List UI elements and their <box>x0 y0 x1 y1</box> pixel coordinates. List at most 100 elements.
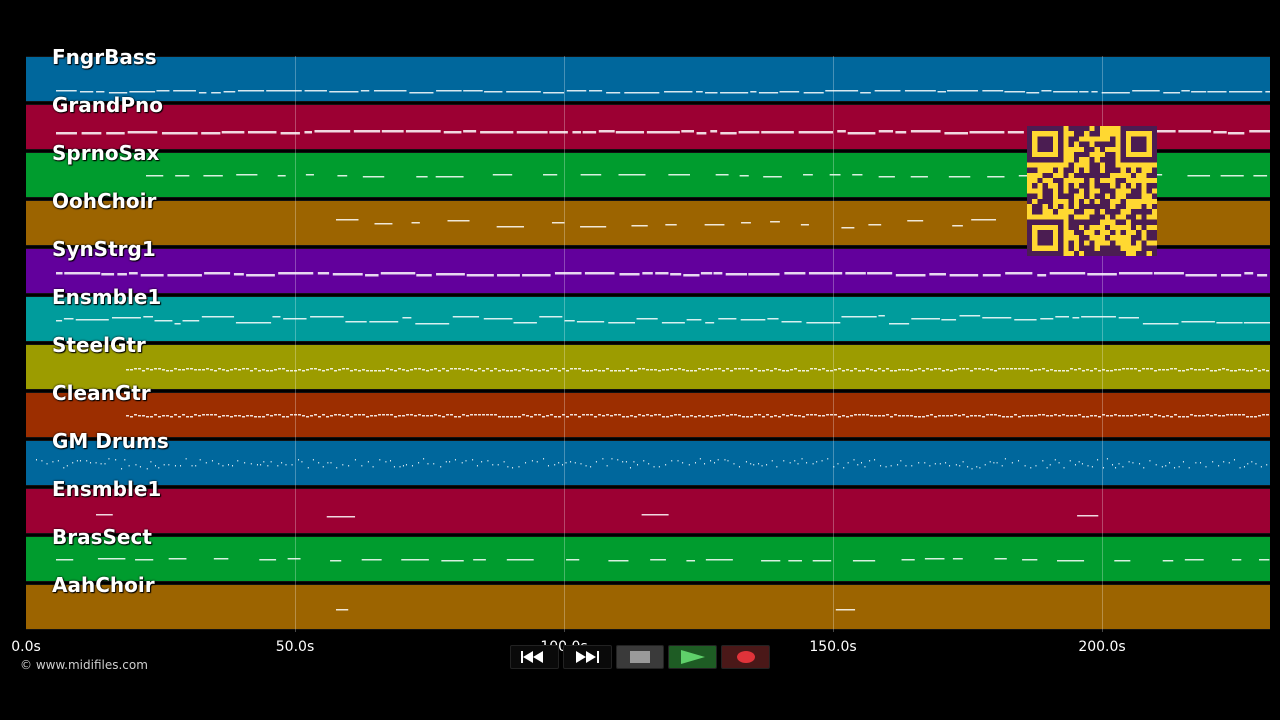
note <box>847 132 876 135</box>
note <box>1154 414 1157 416</box>
note <box>942 370 945 372</box>
note <box>386 368 389 370</box>
note <box>761 131 794 134</box>
note <box>1082 370 1085 372</box>
note <box>418 368 421 370</box>
note <box>934 416 937 418</box>
note <box>610 415 613 417</box>
play-button[interactable] <box>668 645 718 669</box>
track-label: GrandPno <box>52 93 163 117</box>
note <box>1055 316 1069 318</box>
note <box>379 459 381 461</box>
note <box>434 414 437 416</box>
note <box>393 466 395 468</box>
note <box>724 459 726 461</box>
note <box>135 559 154 561</box>
note <box>204 272 231 275</box>
note <box>720 132 737 135</box>
note <box>327 462 329 464</box>
note <box>634 416 637 418</box>
note <box>758 370 761 372</box>
note <box>406 414 409 416</box>
fast-forward-button[interactable] <box>562 645 612 669</box>
note <box>398 368 401 370</box>
note <box>386 414 389 416</box>
note <box>962 368 965 370</box>
record-button[interactable] <box>721 645 770 669</box>
note <box>945 462 947 464</box>
note <box>862 370 865 372</box>
note <box>1081 463 1083 465</box>
note <box>330 560 342 562</box>
note <box>810 368 813 370</box>
note <box>486 368 489 370</box>
note <box>969 131 1005 134</box>
note <box>998 368 1001 370</box>
note <box>585 465 587 467</box>
note <box>971 468 973 470</box>
note <box>370 415 373 417</box>
note <box>1054 459 1056 461</box>
note <box>868 224 882 226</box>
note <box>962 414 965 416</box>
note <box>358 414 361 416</box>
note <box>538 370 541 372</box>
note <box>622 416 625 418</box>
note <box>989 461 991 463</box>
note <box>794 460 796 462</box>
note <box>830 414 833 416</box>
note <box>57 460 59 462</box>
note <box>690 370 693 372</box>
note <box>206 368 209 370</box>
note <box>143 316 154 318</box>
note <box>374 223 393 225</box>
note <box>658 414 661 416</box>
note <box>1091 91 1098 93</box>
note <box>418 462 420 464</box>
note <box>806 462 808 464</box>
note <box>970 415 973 417</box>
note <box>542 416 545 418</box>
note <box>797 463 799 465</box>
note <box>686 370 689 372</box>
note <box>185 458 187 460</box>
note <box>898 369 901 371</box>
stop-button[interactable] <box>615 645 665 669</box>
note <box>1046 415 1049 417</box>
note <box>1186 416 1189 418</box>
rewind-button[interactable] <box>510 645 559 669</box>
note <box>146 468 148 470</box>
note <box>52 461 54 463</box>
note <box>952 225 963 227</box>
note <box>850 415 853 417</box>
note <box>522 414 525 416</box>
note <box>1223 461 1225 463</box>
note <box>742 416 745 418</box>
note <box>246 368 249 370</box>
note <box>1194 369 1197 371</box>
note <box>626 416 629 418</box>
note <box>518 466 520 468</box>
note <box>634 370 637 372</box>
note <box>662 416 665 418</box>
note <box>1206 414 1209 416</box>
note <box>126 415 129 417</box>
note <box>934 368 937 370</box>
note <box>463 130 477 133</box>
note <box>987 176 1005 178</box>
note <box>1101 92 1130 94</box>
note <box>194 369 197 371</box>
note <box>1162 560 1174 562</box>
note <box>566 370 569 372</box>
note <box>399 466 401 468</box>
note <box>739 175 749 177</box>
note <box>195 465 197 467</box>
note <box>978 368 981 370</box>
note <box>1086 416 1089 418</box>
note <box>822 368 825 370</box>
note <box>338 369 341 371</box>
note <box>330 462 332 464</box>
note <box>710 460 712 462</box>
note <box>46 463 48 465</box>
note <box>1030 467 1032 469</box>
